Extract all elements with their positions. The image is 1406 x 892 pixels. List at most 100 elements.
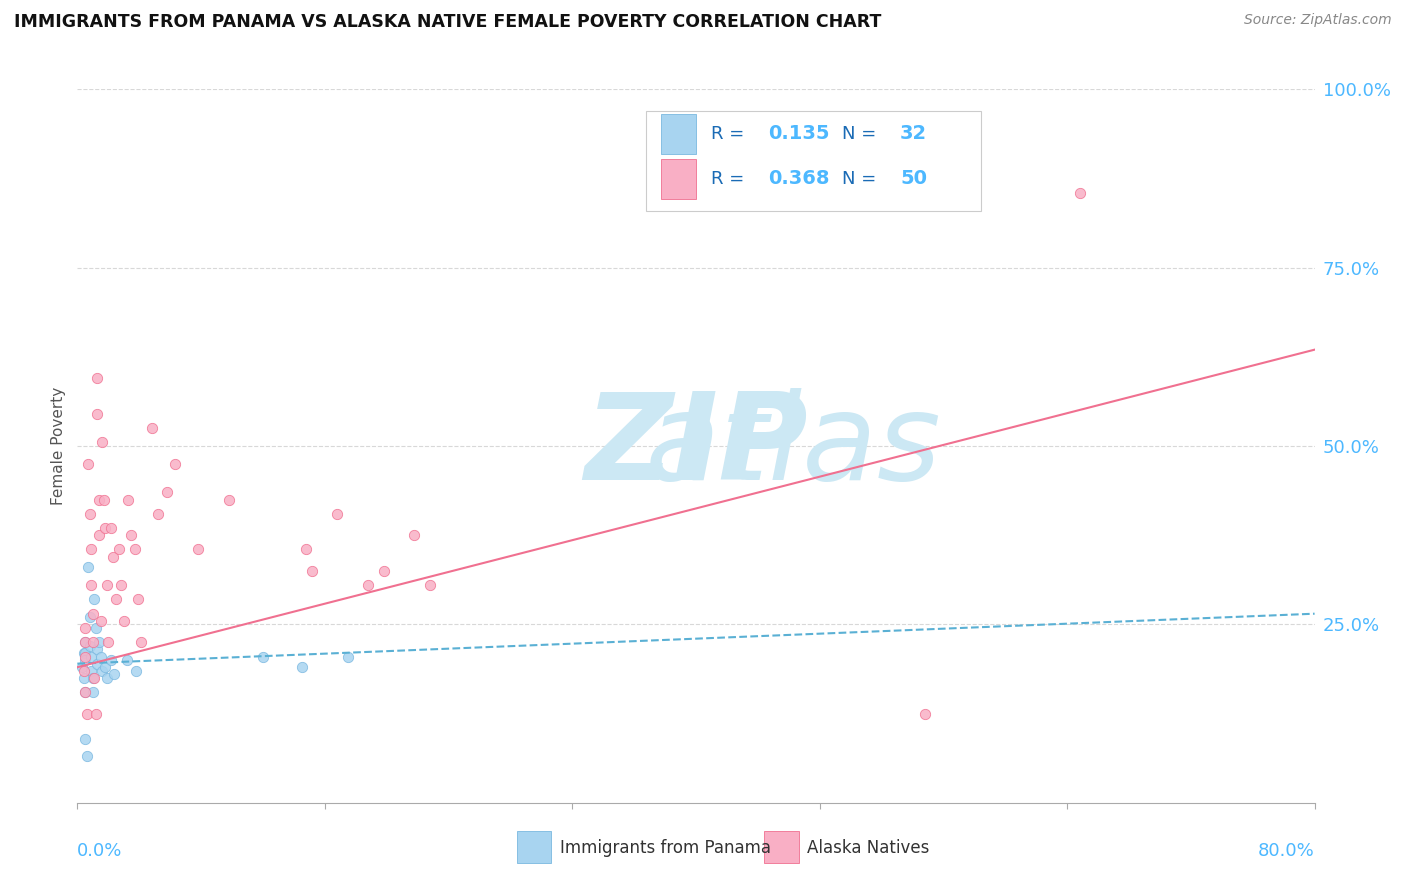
Point bbox=[76, 706, 98, 721]
Text: ZIP: ZIP bbox=[583, 387, 808, 505]
Point bbox=[80, 649, 103, 664]
Point bbox=[373, 564, 395, 578]
Point bbox=[112, 614, 135, 628]
Point bbox=[79, 610, 101, 624]
Point bbox=[404, 528, 426, 542]
Point bbox=[72, 646, 94, 660]
Point bbox=[96, 671, 118, 685]
Point bbox=[80, 664, 103, 678]
Point bbox=[301, 564, 323, 578]
Point bbox=[100, 521, 122, 535]
Point bbox=[75, 685, 96, 699]
Point bbox=[110, 578, 132, 592]
Point bbox=[117, 492, 139, 507]
Point bbox=[80, 578, 103, 592]
Point bbox=[100, 653, 122, 667]
Point bbox=[914, 706, 936, 721]
Point bbox=[141, 421, 163, 435]
Point bbox=[70, 660, 93, 674]
Point bbox=[82, 685, 104, 699]
Text: atlas: atlas bbox=[451, 387, 941, 505]
Point bbox=[326, 507, 349, 521]
Point bbox=[124, 542, 146, 557]
Text: 50: 50 bbox=[900, 169, 927, 188]
Point bbox=[87, 492, 110, 507]
Point bbox=[337, 649, 360, 664]
Point bbox=[83, 671, 105, 685]
Point bbox=[75, 731, 96, 746]
Point bbox=[156, 485, 179, 500]
Text: 0.368: 0.368 bbox=[768, 169, 830, 188]
Point bbox=[125, 664, 148, 678]
Point bbox=[90, 649, 112, 664]
Point bbox=[75, 653, 96, 667]
Point bbox=[75, 649, 96, 664]
Point bbox=[84, 621, 107, 635]
FancyBboxPatch shape bbox=[647, 111, 980, 211]
Point bbox=[72, 671, 94, 685]
Point bbox=[90, 614, 112, 628]
Point bbox=[105, 592, 128, 607]
Point bbox=[82, 671, 104, 685]
Text: 80.0%: 80.0% bbox=[1258, 842, 1315, 860]
Point bbox=[129, 635, 152, 649]
Text: Source: ZipAtlas.com: Source: ZipAtlas.com bbox=[1244, 13, 1392, 28]
Point bbox=[127, 592, 149, 607]
Point bbox=[82, 635, 104, 649]
Text: 0.0%: 0.0% bbox=[77, 842, 122, 860]
Text: IMMIGRANTS FROM PANAMA VS ALASKA NATIVE FEMALE POVERTY CORRELATION CHART: IMMIGRANTS FROM PANAMA VS ALASKA NATIVE … bbox=[14, 13, 882, 31]
Point bbox=[86, 371, 108, 385]
Point bbox=[163, 457, 186, 471]
Point bbox=[101, 549, 124, 564]
Point bbox=[252, 649, 274, 664]
Point bbox=[108, 542, 131, 557]
Point bbox=[84, 706, 107, 721]
FancyBboxPatch shape bbox=[516, 831, 551, 863]
Point bbox=[91, 664, 114, 678]
Point bbox=[80, 542, 103, 557]
Point bbox=[115, 653, 138, 667]
Text: R =: R = bbox=[711, 169, 749, 188]
Point bbox=[75, 635, 96, 649]
FancyBboxPatch shape bbox=[661, 160, 696, 199]
Point bbox=[218, 492, 240, 507]
Point bbox=[419, 578, 441, 592]
Point bbox=[79, 507, 101, 521]
Point bbox=[94, 521, 117, 535]
Text: 0.135: 0.135 bbox=[768, 125, 830, 144]
Point bbox=[82, 607, 104, 621]
Point bbox=[103, 667, 125, 681]
FancyBboxPatch shape bbox=[763, 831, 799, 863]
Point bbox=[91, 435, 114, 450]
Point bbox=[146, 507, 169, 521]
Point bbox=[94, 660, 117, 674]
Text: Alaska Natives: Alaska Natives bbox=[807, 838, 929, 856]
Point bbox=[86, 407, 108, 421]
Point bbox=[93, 492, 115, 507]
Point bbox=[75, 685, 96, 699]
Text: N =: N = bbox=[842, 169, 882, 188]
Point bbox=[295, 542, 318, 557]
Text: N =: N = bbox=[842, 125, 882, 143]
Point bbox=[86, 642, 108, 657]
Text: R =: R = bbox=[711, 125, 749, 143]
Text: 32: 32 bbox=[900, 125, 927, 144]
Y-axis label: Female Poverty: Female Poverty bbox=[51, 387, 66, 505]
Point bbox=[75, 621, 96, 635]
Point bbox=[75, 635, 96, 649]
Point bbox=[79, 639, 101, 653]
Point bbox=[87, 528, 110, 542]
Point bbox=[121, 528, 143, 542]
Point bbox=[75, 646, 96, 660]
Point bbox=[357, 578, 380, 592]
Point bbox=[77, 457, 100, 471]
Text: Immigrants from Panama: Immigrants from Panama bbox=[560, 838, 770, 856]
Point bbox=[77, 560, 100, 574]
Point bbox=[83, 592, 105, 607]
Point bbox=[291, 660, 314, 674]
Point bbox=[96, 578, 118, 592]
Point bbox=[1069, 186, 1091, 200]
Point bbox=[86, 657, 108, 671]
FancyBboxPatch shape bbox=[661, 114, 696, 153]
Point bbox=[76, 749, 98, 764]
